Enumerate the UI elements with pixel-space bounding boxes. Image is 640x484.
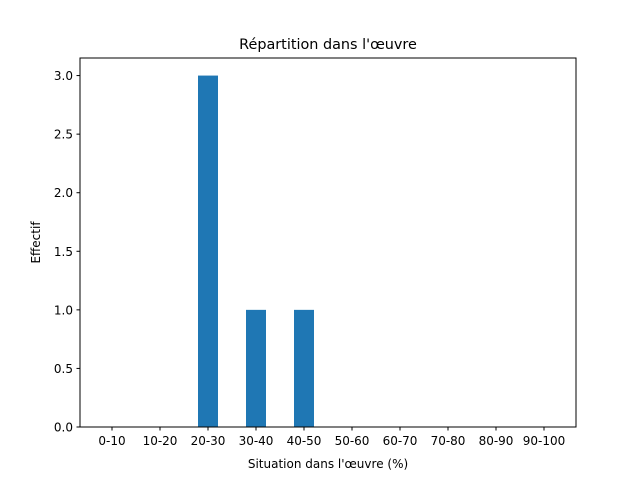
y-tick-label: 3.0 [54, 69, 73, 83]
x-tick-label: 90-100 [523, 434, 566, 448]
x-axis-label: Situation dans l'œuvre (%) [248, 457, 408, 471]
x-tick-label: 40-50 [287, 434, 322, 448]
y-axis-label: Effectif [29, 221, 43, 264]
y-tick-label: 1.5 [54, 245, 73, 259]
x-tick-label: 60-70 [383, 434, 418, 448]
y-tick-label: 0.5 [54, 362, 73, 376]
x-tick-label: 10-20 [143, 434, 178, 448]
x-tick-label: 0-10 [98, 434, 125, 448]
x-tick-label: 20-30 [191, 434, 226, 448]
y-tick-label: 1.0 [54, 303, 73, 317]
x-tick-label: 80-90 [479, 434, 514, 448]
axes-frame [79, 57, 577, 428]
x-tick-label: 70-80 [431, 434, 466, 448]
chart-title: Répartition dans l'œuvre [239, 37, 417, 53]
bar-30-40 [246, 309, 266, 427]
bar-20-30 [198, 75, 218, 428]
y-tick-label: 0.0 [54, 421, 73, 435]
y-tick-label: 2.0 [54, 186, 73, 200]
bar-40-50 [294, 309, 314, 427]
x-tick-label: 50-60 [335, 434, 370, 448]
y-tick-label: 2.5 [54, 128, 73, 142]
x-tick-label: 30-40 [239, 434, 274, 448]
